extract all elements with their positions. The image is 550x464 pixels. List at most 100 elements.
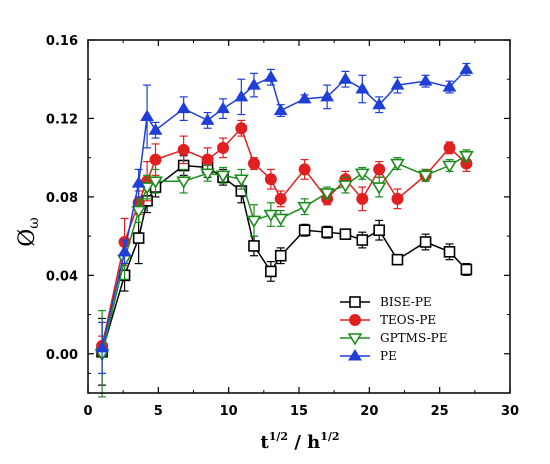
data-point (248, 240, 260, 252)
data-point (273, 213, 289, 227)
data-point (460, 263, 473, 276)
data-point (442, 160, 457, 174)
data-point (298, 163, 311, 176)
data-point (200, 113, 215, 125)
data-point (273, 103, 288, 116)
x-axis-label-sup: 1/2 (269, 430, 288, 443)
x-axis-label-sup2: 1/2 (320, 430, 339, 443)
data-point (117, 244, 132, 257)
data-point (131, 176, 146, 188)
data-point (132, 232, 145, 244)
x-tick-label: 5 (154, 404, 163, 419)
y-axis-label: Øω (15, 217, 42, 246)
y-axis-label-main: Ø (15, 229, 40, 247)
data-point (298, 224, 311, 237)
data-point (419, 236, 432, 248)
data-point (95, 340, 109, 353)
y-tick-label: 0.08 (46, 191, 78, 206)
data-point (443, 246, 456, 258)
data-point (149, 153, 162, 166)
legend-marker (347, 333, 363, 346)
legend: BISE-PE TEOS-PE GPTMS-PE PE (340, 295, 448, 363)
legend-label: GPTMS-PE (380, 331, 448, 345)
x-axis-label-sep: / h (288, 432, 320, 453)
data-point (338, 180, 353, 193)
x-tick-label: 0 (83, 404, 92, 419)
data-point (354, 168, 370, 181)
data-point (371, 182, 387, 195)
series-bise-pe (96, 155, 473, 386)
data-point (274, 192, 287, 205)
data-point (264, 173, 277, 186)
data-point (148, 176, 163, 189)
data-point (339, 228, 352, 240)
legend-marker (348, 349, 362, 361)
data-point (390, 78, 405, 90)
y-tick-label: 0.00 (46, 348, 78, 363)
x-axis-label-main: t (260, 432, 269, 453)
data-point (442, 80, 457, 92)
data-point (177, 143, 190, 156)
data-point (458, 150, 474, 164)
data-point (263, 209, 279, 223)
y-axis-label-sub: ω (26, 217, 42, 228)
x-tick-label: 10 (220, 404, 238, 419)
x-axis-label: t1/2 / h1/2 (260, 430, 339, 453)
series-gptms-pe (94, 149, 474, 398)
data-point (246, 215, 262, 228)
legend-label: BISE-PE (380, 295, 432, 309)
data-point (391, 253, 404, 266)
data-point (443, 141, 456, 154)
data-point (274, 249, 287, 262)
data-point (355, 82, 370, 94)
data-point (215, 170, 231, 183)
data-point (263, 70, 278, 82)
y-tick-label: 0.12 (46, 112, 78, 127)
data-point (140, 109, 154, 121)
data-point (390, 158, 405, 172)
legend-marker (349, 314, 361, 326)
data-point (459, 62, 474, 74)
data-point (201, 153, 214, 166)
data-point (247, 78, 261, 90)
data-point (200, 168, 215, 181)
y-tick-label: 0.04 (46, 269, 78, 284)
x-tick-label: 15 (290, 404, 308, 419)
legend-label: TEOS-PE (380, 313, 436, 327)
data-point (131, 205, 147, 219)
series-layer (94, 62, 474, 398)
y-tick-label: 0.16 (46, 34, 78, 49)
x-tick-label: 20 (360, 404, 378, 419)
data-point (321, 226, 333, 238)
data-point (320, 89, 335, 102)
data-point (235, 122, 248, 135)
x-tick-label: 25 (431, 404, 449, 419)
data-point (176, 101, 191, 114)
data-point (319, 188, 335, 201)
data-point (373, 163, 386, 176)
legend-label: PE (380, 349, 397, 363)
data-point (297, 91, 312, 104)
data-point (247, 157, 260, 170)
data-point (418, 170, 434, 183)
series-pe (95, 62, 474, 374)
data-point (356, 192, 369, 205)
data-point (265, 265, 277, 278)
x-tick-label: 30 (501, 404, 519, 419)
data-point (418, 74, 433, 86)
data-point (356, 234, 369, 246)
data-point (216, 101, 230, 114)
data-point (176, 176, 192, 189)
data-point (217, 141, 230, 154)
data-point (148, 123, 163, 135)
data-point (373, 224, 385, 237)
data-point (234, 89, 249, 102)
axes-layer: 0 5 10 15 20 25 30 0.00 0.04 0.08 0.12 0.16 (46, 34, 519, 419)
data-point (391, 192, 404, 205)
data-point (372, 97, 387, 110)
legend-marker (349, 296, 361, 308)
data-point (233, 174, 249, 187)
data-point (338, 72, 353, 84)
data-point (297, 201, 313, 215)
